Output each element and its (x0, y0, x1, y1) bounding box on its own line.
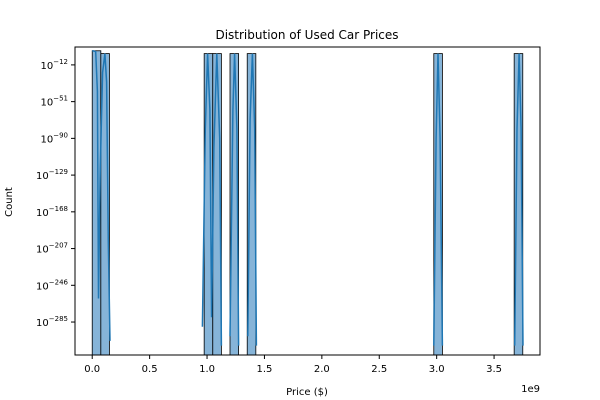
kde-line (201, 53, 223, 346)
kde-line (247, 53, 258, 346)
kde-line (433, 53, 444, 346)
y-tick-label: 10−90 (40, 131, 68, 145)
y-tick-label: 10−168 (36, 205, 68, 219)
x-axis-label: Price ($) (286, 387, 328, 398)
kde-curves (92, 50, 524, 346)
x-tick-label: 2.0 (314, 364, 330, 375)
chart-title: Distribution of Used Car Prices (215, 28, 398, 42)
y-tick-label: 10−207 (36, 242, 68, 256)
x-axis-offset-label: 1e9 (521, 384, 540, 395)
x-tick-label: 0.0 (84, 364, 100, 375)
y-axis-label: Count (4, 187, 15, 217)
x-tick-label: 0.5 (142, 364, 158, 375)
kde-line (92, 50, 111, 341)
x-tick-label: 1.5 (256, 364, 272, 375)
x-tick-label: 3.0 (429, 364, 445, 375)
x-tick-label: 3.5 (486, 364, 502, 375)
histogram-bars (91, 50, 524, 356)
kde-line (513, 53, 524, 346)
y-tick-label: 10−285 (36, 315, 68, 329)
y-tick-label: 10−246 (36, 278, 69, 292)
y-tick-label: 10−12 (40, 58, 68, 72)
y-tick-label: 10−129 (36, 168, 68, 182)
x-axis-ticks: 0.0 0.5 1.0 1.5 2.0 2.5 3.0 3.5 (84, 355, 502, 375)
plot-frame (74, 46, 541, 356)
x-tick-label: 2.5 (371, 364, 387, 375)
kde-line (229, 53, 240, 346)
x-tick-label: 1.0 (199, 364, 215, 375)
y-tick-label: 10−51 (40, 95, 68, 109)
y-axis-ticks: 10−12 10−51 10−90 10−129 10−168 10−207 10−246 1… (36, 58, 75, 329)
